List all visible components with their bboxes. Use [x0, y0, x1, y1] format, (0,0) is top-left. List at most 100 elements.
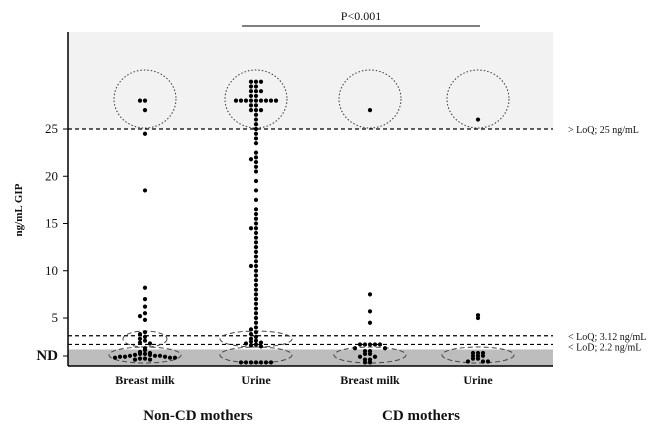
data-point: [253, 334, 259, 339]
data-point: [465, 359, 471, 364]
data-point: [142, 334, 148, 339]
group-label: Non-CD mothers: [143, 408, 253, 424]
above-loq-circle: [338, 69, 402, 129]
data-point: [253, 311, 259, 316]
data-point: [357, 354, 363, 359]
data-point: [377, 342, 383, 347]
y-tick-label: 10: [45, 263, 58, 278]
data-point: [475, 315, 481, 321]
data-point: [352, 346, 358, 351]
data-point: [137, 314, 143, 319]
data-point: [137, 340, 143, 345]
data-point: [147, 357, 153, 362]
data-point: [142, 285, 148, 290]
data-point: [253, 159, 259, 165]
data-point: [253, 150, 259, 155]
above-loq-circle: [446, 69, 510, 129]
data-point: [382, 346, 388, 351]
data-point: [142, 351, 148, 357]
data-point: [253, 320, 259, 325]
data-point: [253, 155, 259, 160]
data-point: [137, 98, 143, 103]
data-point: [167, 355, 173, 360]
data-point: [253, 292, 259, 297]
data-point: [162, 354, 168, 359]
data-point: [248, 331, 254, 337]
data-point: [238, 98, 244, 103]
data-point: [367, 351, 373, 357]
data-point: [372, 354, 378, 359]
data-point: [142, 338, 148, 343]
data-point: [253, 249, 259, 254]
data-point: [238, 360, 244, 365]
data-point: [258, 108, 264, 113]
y-tick-label: 5: [52, 310, 59, 325]
data-point: [248, 157, 254, 162]
data-point: [142, 311, 148, 316]
data-point: [132, 357, 138, 362]
data-point: [172, 355, 178, 360]
data-point: [367, 292, 373, 297]
data-point: [480, 353, 486, 358]
data-point: [253, 342, 259, 347]
data-point: [253, 235, 259, 240]
data-point: [253, 273, 259, 278]
y-tick-label: 20: [45, 168, 58, 183]
data-point: [273, 98, 279, 103]
data-point: [243, 98, 249, 103]
data-point: [152, 353, 158, 358]
nd-ellipse: [441, 346, 515, 364]
data-point: [480, 359, 486, 364]
category-labels: Breast milk Urine Breast milk Urine: [115, 373, 493, 387]
data-point: [253, 259, 259, 264]
data-point: [362, 360, 368, 365]
data-point: [253, 245, 259, 250]
data-point: [258, 79, 264, 84]
data-point: [253, 306, 259, 311]
data-point: [258, 344, 264, 349]
data-point: [253, 89, 259, 94]
data-point: [253, 126, 259, 132]
data-point: [142, 348, 148, 353]
data-point: [142, 188, 148, 193]
data-point: [142, 356, 148, 361]
data-point: [485, 359, 491, 364]
data-point: [248, 327, 254, 332]
data-point: [233, 98, 239, 103]
data-point: [142, 98, 148, 103]
y-tick-label: 15: [45, 216, 58, 231]
data-point: [253, 211, 259, 217]
data-point: [253, 221, 259, 226]
data-point: [253, 164, 259, 169]
category-label: Breast milk: [340, 373, 400, 387]
data-point: [127, 353, 133, 358]
data-point: [367, 108, 373, 113]
data-point: [253, 282, 259, 288]
data-point: [248, 263, 254, 269]
data-point: [112, 355, 118, 360]
data-point: [253, 301, 259, 306]
category-label: Urine: [463, 373, 493, 387]
data-point: [263, 98, 269, 103]
data-point: [248, 108, 254, 113]
data-point: [253, 117, 259, 122]
y-axis-label: ng/mL GIP: [13, 183, 25, 236]
category-label: Breast milk: [115, 373, 175, 387]
data-point: [253, 112, 259, 117]
y-tick-label: ND: [36, 348, 58, 364]
group-label: CD mothers: [382, 408, 460, 424]
data-point: [367, 360, 373, 365]
data-point: [268, 98, 274, 103]
threshold-label: < LoD; 2.2 ng/mL: [568, 342, 641, 353]
data-point: [253, 178, 259, 184]
data-point: [248, 98, 254, 103]
data-point: [367, 320, 373, 325]
data-point: [258, 98, 264, 103]
data-point: [243, 341, 249, 346]
data-point: [253, 108, 259, 113]
data-point: [253, 103, 259, 108]
nd-ellipse: [219, 346, 293, 364]
data-point: [253, 325, 259, 330]
data-point: [357, 342, 363, 347]
